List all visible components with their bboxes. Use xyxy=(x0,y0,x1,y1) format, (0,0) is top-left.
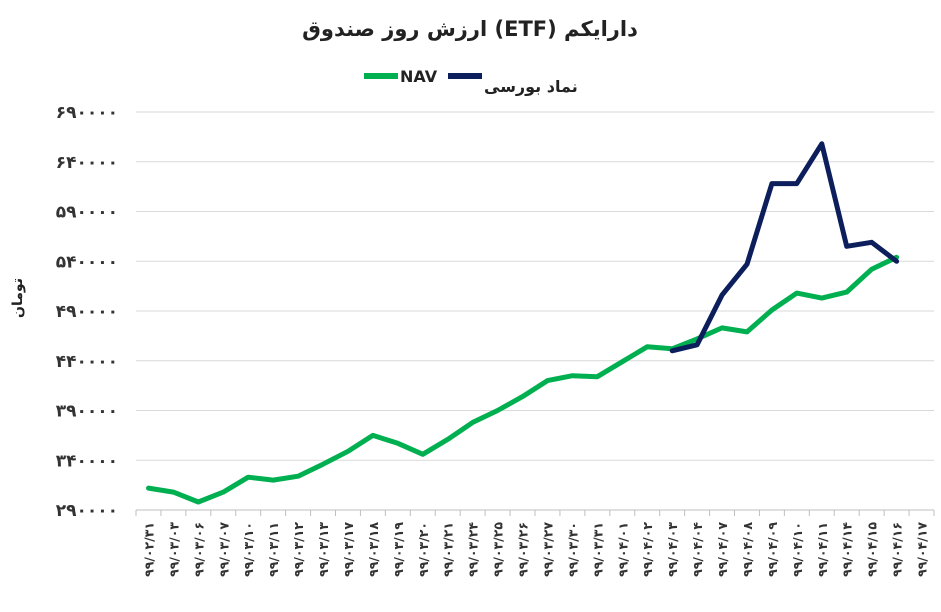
x-tick-label: ۹۹/۰۳/۲۴ xyxy=(466,522,481,577)
x-tick-label: ۹۹/۰۳/۱۷ xyxy=(341,522,356,577)
x-tick-label: ۹۹/۰۳/۱۲ xyxy=(291,522,306,577)
y-axis-label: تومان xyxy=(10,278,26,318)
x-tick-label: ۹۹/۰۴/۰۴ xyxy=(690,522,705,577)
x-tick-label: ۹۹/۰۳/۱۹ xyxy=(391,522,406,577)
x-tick-label: ۹۹/۰۳/۰۷ xyxy=(216,522,231,577)
y-axis-ticks: ۲۹۰۰۰۰ ۳۴۰۰۰۰ ۳۹۰۰۰۰ ۴۴۰۰۰۰ ۴۹۰۰۰۰ ۵۴۰۰۰۰ ۵۹۰۰… xyxy=(56,103,118,521)
x-tick-label: ۹۹/۰۴/۱۰ xyxy=(790,522,805,577)
x-tick-label: ۹۹/۰۳/۲۷ xyxy=(540,522,555,577)
x-tick-label: ۹۹/۰۳/۱۱ xyxy=(266,522,281,577)
y-tick-label: ۲۹۰۰۰۰ xyxy=(56,501,118,521)
x-tick-label: ۹۹/۰۳/۲۱ xyxy=(441,522,456,577)
x-tick-label: ۹۹/۰۴/۱۱ xyxy=(815,522,830,577)
x-tick-label: ۹۹/۰۴/۱۷ xyxy=(915,522,930,577)
x-axis-ticks: ۹۹/۰۲/۳۱ ۹۹/۰۳/۰۳ ۹۹/۰۳/۰۶ ۹۹/۰۳/۰۷ ۹۹/۰۳/۱۰… xyxy=(135,510,935,577)
x-tick-label: ۹۹/۰۳/۲۰ xyxy=(416,522,431,577)
x-tick-label: ۹۹/۰۳/۰۶ xyxy=(191,522,206,577)
series-lines xyxy=(146,141,900,505)
x-tick-label: ۹۹/۰۴/۱۶ xyxy=(890,522,905,577)
gridlines xyxy=(136,111,934,511)
x-tick-label: ۹۹/۰۳/۲۶ xyxy=(516,522,531,577)
y-tick-label: ۵۴۰۰۰۰ xyxy=(56,252,118,272)
x-tick-label: ۹۹/۰۴/۰۲ xyxy=(640,522,655,577)
series-line-symbol xyxy=(669,141,900,354)
x-tick-label: ۹۹/۰۴/۰۳ xyxy=(665,522,680,577)
x-tick-label: ۹۹/۰۳/۳۰ xyxy=(565,522,580,577)
y-tick-label: ۶۴۰۰۰۰ xyxy=(56,153,118,173)
y-tick-label: ۴۴۰۰۰۰ xyxy=(56,352,118,372)
x-tick-label: ۹۹/۰۴/۱۵ xyxy=(865,522,880,577)
y-tick-label: ۵۹۰۰۰۰ xyxy=(56,203,118,223)
x-tick-label: ۹۹/۰۴/۰۷ xyxy=(715,522,730,577)
x-tick-label: ۹۹/۰۲/۳۱ xyxy=(141,522,156,577)
y-tick-label: ۳۹۰۰۰۰ xyxy=(56,402,118,422)
x-tick-label: ۹۹/۰۳/۰۳ xyxy=(166,522,181,577)
chart-title: ارزش روز صندوق (ETF) دارایکم xyxy=(302,17,638,41)
x-tick-label: ۹۹/۰۳/۱۸ xyxy=(366,522,381,577)
x-tick-label: ۹۹/۰۳/۱۳ xyxy=(316,522,331,577)
y-tick-label: ۴۹۰۰۰۰ xyxy=(56,302,118,322)
legend: NAV نماد بورسی xyxy=(364,67,578,96)
x-tick-label: ۹۹/۰۳/۱۰ xyxy=(241,522,256,577)
x-tick-label: ۹۹/۰۴/۱۴ xyxy=(840,522,855,577)
x-tick-label: ۹۹/۰۴/۰۱ xyxy=(615,522,630,577)
y-tick-label: ۶۹۰۰۰۰ xyxy=(56,103,118,123)
x-tick-label: ۹۹/۰۳/۲۵ xyxy=(491,522,506,577)
legend-label-symbol: نماد بورسی xyxy=(484,77,578,96)
x-tick-label: ۹۹/۰۳/۳۱ xyxy=(590,522,605,577)
legend-label-nav: NAV xyxy=(400,67,438,86)
series-line-nav xyxy=(146,254,900,505)
x-tick-label: ۹۹/۰۴/۰۸ xyxy=(740,522,755,577)
x-tick-label: ۹۹/۰۴/۰۹ xyxy=(765,522,780,577)
y-tick-label: ۳۴۰۰۰۰ xyxy=(56,451,118,471)
